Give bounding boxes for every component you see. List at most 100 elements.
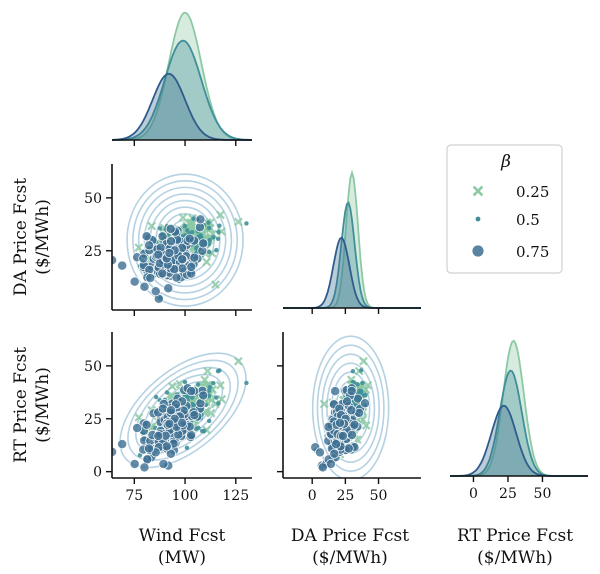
point-0.75-26 bbox=[129, 459, 140, 469]
point-0.75-140 bbox=[117, 439, 128, 450]
point-0.25-128 bbox=[185, 220, 195, 229]
point-0.5-102 bbox=[216, 401, 221, 406]
point-0.75-141 bbox=[139, 462, 150, 473]
legend-marker-0.5 bbox=[475, 216, 481, 222]
point-0.5-8 bbox=[153, 394, 159, 400]
point-0.5-102 bbox=[216, 229, 221, 235]
point-0.75-136 bbox=[346, 405, 357, 416]
point-0.75-117 bbox=[186, 386, 197, 397]
kde-fill-da-0.25 bbox=[283, 172, 421, 308]
point-0.75-138 bbox=[153, 249, 164, 260]
point-0.75-135 bbox=[141, 419, 152, 430]
svg-text:Wind Fcst: Wind Fcst bbox=[139, 526, 226, 546]
point-0.5-33 bbox=[206, 388, 212, 393]
point-0.75-126 bbox=[189, 410, 200, 421]
point-0.25-69 bbox=[233, 217, 243, 227]
point-0.5-53 bbox=[215, 236, 221, 241]
legend-marker-0.25 bbox=[472, 185, 484, 197]
point-0.5-135 bbox=[189, 395, 195, 400]
svg-text:($/MWh): ($/MWh) bbox=[33, 367, 53, 443]
point-0.25-126 bbox=[217, 227, 227, 236]
point-0.75-91 bbox=[360, 398, 371, 409]
point-0.25-111 bbox=[202, 257, 211, 267]
point-0.5-95 bbox=[359, 389, 364, 394]
point-0.75-140 bbox=[117, 260, 128, 271]
point-0.75-141 bbox=[139, 281, 150, 292]
point-0.75-138 bbox=[337, 431, 348, 441]
kde-da-panel bbox=[283, 169, 421, 314]
point-0.75-113 bbox=[315, 447, 325, 458]
point-0.5-78 bbox=[182, 379, 188, 385]
x-tick-label-da-50: 50 bbox=[370, 488, 388, 504]
point-0.75-111 bbox=[138, 253, 149, 264]
x-axis-title-rt: RT Price Fcst ($/MWh) bbox=[457, 526, 573, 568]
point-0.25-83 bbox=[178, 213, 188, 222]
point-0.75-129 bbox=[171, 272, 182, 283]
kde-contour bbox=[126, 173, 244, 307]
svg-text:(MW): (MW) bbox=[158, 548, 206, 568]
point-0.75-131 bbox=[343, 443, 354, 454]
kde-line-wind-0.5 bbox=[112, 39, 252, 141]
svg-text:RT Price Fcst: RT Price Fcst bbox=[11, 347, 31, 463]
point-0.25-136 bbox=[206, 408, 216, 418]
legend-label-0.5: 0.5 bbox=[516, 211, 540, 229]
point-0.5-138 bbox=[194, 245, 199, 251]
y-axis-title-da: DA Price Fcst ($/MWh) bbox=[11, 178, 53, 296]
point-0.5-26 bbox=[164, 390, 170, 395]
point-0.75-118 bbox=[158, 403, 168, 414]
kde-contour bbox=[132, 179, 239, 301]
x-axis-title-da: DA Price Fcst ($/MWh) bbox=[291, 526, 409, 568]
point-0.25-69 bbox=[233, 356, 243, 366]
x-tick-label-da-25: 25 bbox=[336, 488, 354, 504]
point-0.75-136 bbox=[166, 236, 176, 247]
y-tick-label-rt-50: 50 bbox=[84, 359, 102, 375]
point-0.25-34 bbox=[167, 381, 177, 391]
point-0.5-85 bbox=[214, 247, 219, 253]
kde-contour bbox=[127, 359, 239, 462]
kde-fill-rt-0.25 bbox=[450, 340, 588, 476]
svg-text:($/MWh): ($/MWh) bbox=[477, 548, 553, 568]
point-0.75-140 bbox=[331, 439, 342, 450]
kde-fill-da-0.75 bbox=[283, 237, 421, 308]
point-0.75-139 bbox=[335, 417, 345, 428]
point-0.75-79 bbox=[158, 459, 169, 469]
point-0.25-69 bbox=[359, 356, 368, 366]
point-0.75-131 bbox=[144, 443, 155, 454]
point-0.75-141 bbox=[317, 462, 328, 473]
x-tick-label-rt-50: 50 bbox=[534, 486, 552, 502]
point-0.75-123 bbox=[329, 448, 340, 459]
point-0.75-119 bbox=[184, 233, 195, 244]
point-0.25-4 bbox=[203, 366, 212, 376]
svg-text:($/MWh): ($/MWh) bbox=[33, 199, 53, 275]
point-0.5-129 bbox=[195, 382, 201, 387]
point-0.75-117 bbox=[330, 386, 341, 397]
point-0.5-127 bbox=[191, 216, 196, 221]
svg-text:RT Price Fcst: RT Price Fcst bbox=[457, 526, 573, 546]
point-0.75-134 bbox=[161, 441, 172, 452]
point-0.75-108 bbox=[186, 430, 197, 441]
point-0.75-138 bbox=[153, 431, 164, 441]
legend-frame bbox=[446, 144, 563, 274]
x-tick-label-rt-25: 25 bbox=[499, 486, 517, 502]
point-0.75-137 bbox=[164, 248, 175, 258]
kde-contour bbox=[137, 186, 233, 294]
point-0.25-83 bbox=[361, 421, 371, 430]
point-0.5-111 bbox=[244, 380, 249, 386]
kde-wind-panel bbox=[111, 11, 252, 146]
point-0.75-26 bbox=[129, 276, 140, 287]
point-0.75-137 bbox=[164, 418, 175, 429]
x-tick-label-wind-125: 125 bbox=[222, 488, 249, 504]
point-0.25-140 bbox=[211, 280, 220, 289]
point-0.75-97 bbox=[198, 390, 209, 401]
point-0.5-29 bbox=[182, 223, 188, 229]
y-tick-label-rt-25: 25 bbox=[84, 412, 102, 428]
point-0.25-138 bbox=[216, 210, 225, 220]
legend-title: β bbox=[500, 152, 511, 172]
point-0.5-39 bbox=[193, 426, 199, 432]
x-tick-label-wind-75: 75 bbox=[125, 488, 143, 504]
point-0.75-139 bbox=[177, 417, 188, 428]
point-0.75-58 bbox=[157, 231, 168, 242]
point-0.5-111 bbox=[244, 221, 249, 226]
point-0.25-138 bbox=[363, 380, 373, 390]
